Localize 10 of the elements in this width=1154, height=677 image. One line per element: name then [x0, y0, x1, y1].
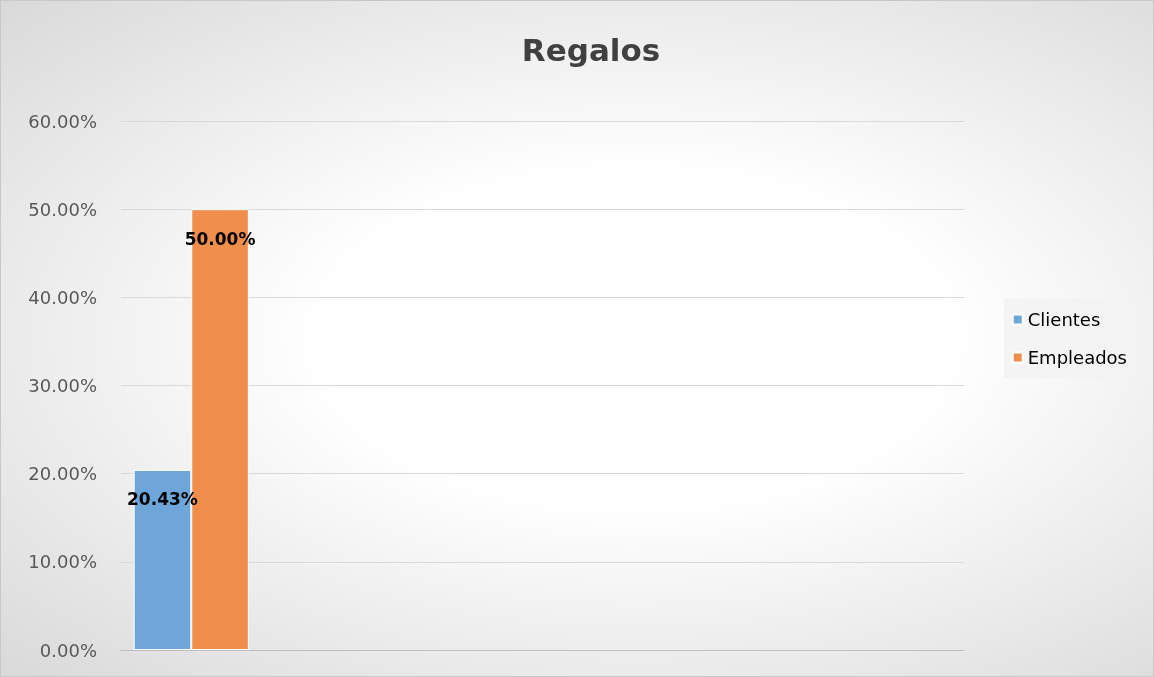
y-tick-label: 0.00% [39, 639, 97, 661]
chart-title: Regalos [521, 31, 661, 68]
y-tick-label: 10.00% [28, 551, 97, 573]
y-tick-label: 20.00% [28, 463, 97, 485]
legend-label: Empleados [1027, 347, 1128, 368]
y-tick-label: 60.00% [28, 110, 97, 132]
legend-label: Clientes [1027, 309, 1101, 330]
y-tick-label: 30.00% [28, 375, 97, 396]
y-tick-label: 50.00% [28, 198, 97, 220]
y-tick-label: 40.00% [28, 286, 97, 308]
